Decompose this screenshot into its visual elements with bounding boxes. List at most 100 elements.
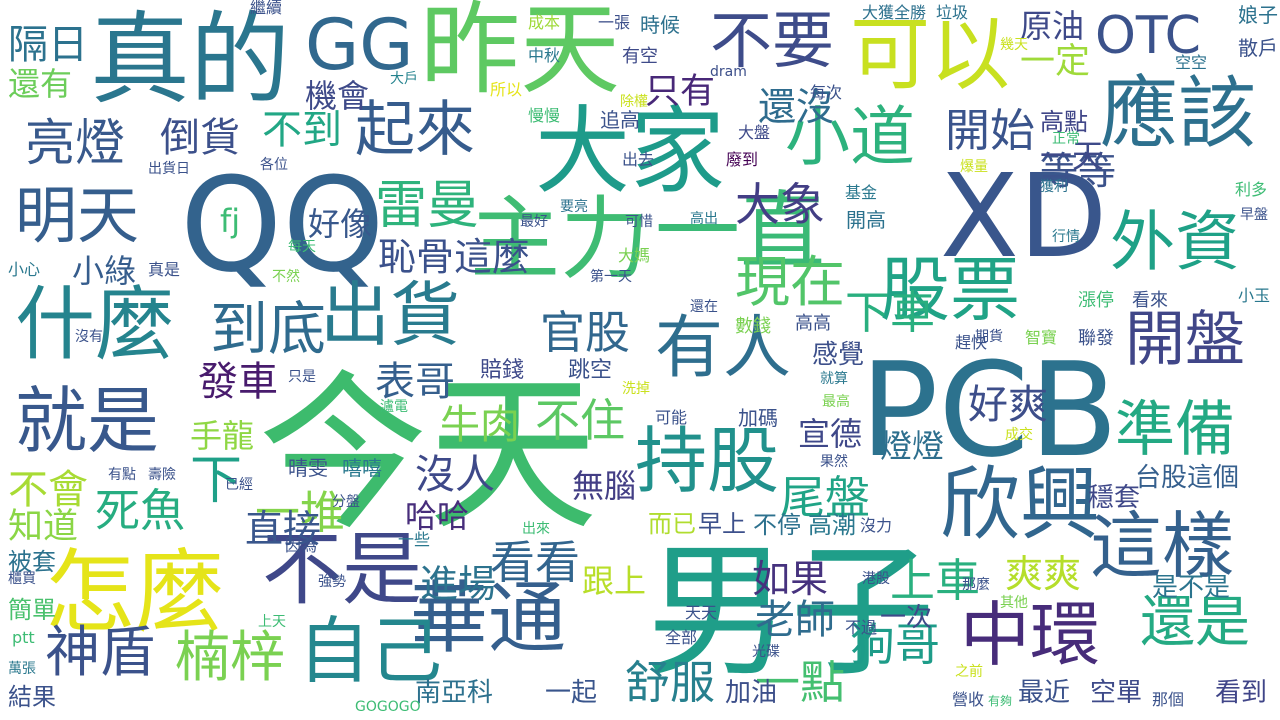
word: 簡單 [8, 596, 56, 624]
word: 一次 [880, 603, 933, 633]
word: 加油 [725, 678, 778, 708]
word: 看到 [1215, 678, 1268, 708]
word: 每次 [810, 83, 843, 102]
word: 除權 [620, 94, 648, 110]
word: 而已 [648, 510, 696, 538]
word: 自己 [298, 609, 443, 693]
word: 男子 [645, 528, 935, 697]
word: 光碟 [752, 644, 780, 660]
word: 跳空 [568, 358, 613, 383]
word: 亮燈 [25, 114, 125, 172]
word: 結果 [8, 683, 56, 711]
word: 雷曼 [375, 176, 480, 236]
word: 瀘電 [380, 399, 408, 415]
word: 看來 [1132, 290, 1168, 311]
word: 追高 [600, 108, 640, 132]
word: 小玉 [1238, 286, 1271, 305]
word: 不然 [272, 269, 300, 285]
word: 股票 [880, 249, 1020, 331]
word: 出貨 [320, 274, 460, 356]
word: 華通 [410, 574, 567, 664]
word: 萬張 [8, 661, 36, 677]
word: 最近 [1018, 678, 1071, 708]
word: 持股 [635, 419, 780, 503]
word: 不是 [262, 523, 422, 616]
word: 壽險 [148, 467, 176, 483]
word: 不過 [845, 618, 878, 637]
word: 每天 [288, 239, 316, 255]
word: 期貨 [975, 329, 1003, 345]
word: 漲停 [1078, 290, 1114, 311]
word: 開高 [846, 208, 886, 232]
word: 散戶 [1238, 36, 1278, 60]
word: GOGOGO [355, 699, 421, 715]
word: 燈燈 [880, 427, 945, 465]
word: 幾天 [1000, 37, 1028, 53]
word: 第一天 [590, 269, 632, 285]
word: 表哥 [375, 359, 455, 405]
word: 繼續 [250, 0, 283, 17]
word: 營收 [952, 690, 985, 709]
word: 出去 [622, 150, 655, 169]
word: 沒有 [75, 329, 103, 345]
word: 一些 [398, 530, 431, 549]
word: 一起 [545, 678, 598, 708]
word: 不到 [262, 107, 342, 153]
word: 還沒 [758, 85, 835, 129]
word: 現在 [735, 250, 846, 314]
word: 各位 [260, 157, 288, 173]
word: 正常 [1052, 131, 1080, 147]
word: 時候 [640, 13, 680, 37]
word: 就算 [820, 371, 848, 387]
word: 已經 [225, 477, 253, 493]
word: 南亞科 [415, 678, 494, 708]
word: 出貨日 [148, 161, 190, 177]
word: 只是 [288, 369, 316, 385]
word: 大盤 [738, 123, 771, 142]
word: 洗掉 [622, 381, 650, 397]
word: 不停 [753, 511, 801, 539]
word: 還有 [8, 65, 73, 103]
word: 牛肉 [440, 402, 520, 448]
word: 其他 [1000, 595, 1028, 611]
word: 怎麼 [45, 540, 225, 645]
word: 一點 [755, 656, 846, 709]
word: 好爽 [968, 382, 1048, 428]
word: dram [710, 64, 747, 80]
word: 行情 [1052, 229, 1080, 245]
word: 港股 [862, 571, 890, 587]
word: 下車 [845, 286, 936, 339]
word: 最好 [520, 214, 548, 230]
word: 早盤 [1240, 207, 1268, 223]
word: 大媽 [618, 246, 651, 265]
word: 所以 [490, 80, 523, 99]
word: fj [220, 202, 241, 240]
word: 還在 [690, 299, 718, 315]
word: 真是 [148, 260, 181, 279]
word: 加碼 [738, 406, 778, 430]
word: 舒服 [625, 656, 716, 709]
word: 主力 [470, 187, 650, 292]
word: 應該 [1100, 69, 1257, 159]
word: 有空 [622, 46, 658, 67]
word: 老師 [755, 597, 835, 643]
word: 機會 [305, 77, 370, 115]
word: 基金 [845, 183, 878, 202]
word: 是不是 [1152, 573, 1231, 603]
word: 有點 [108, 467, 136, 483]
word: 不會 [8, 467, 88, 513]
word: 尾盤 [780, 471, 871, 524]
word: 成交 [1005, 427, 1033, 443]
word: 之前 [955, 664, 983, 680]
word: XD [940, 150, 1108, 284]
word: 晴雯 [288, 456, 328, 480]
word: ptt [12, 628, 35, 647]
word: 無腦 [572, 467, 637, 505]
word: 沒力 [860, 516, 893, 535]
word: 就是 [15, 379, 160, 463]
word: 利多 [1235, 180, 1268, 199]
word: 最高 [822, 394, 850, 410]
word: 跟上 [582, 562, 647, 600]
word: 趕快 [955, 333, 988, 352]
word: 準備 [1115, 395, 1235, 465]
